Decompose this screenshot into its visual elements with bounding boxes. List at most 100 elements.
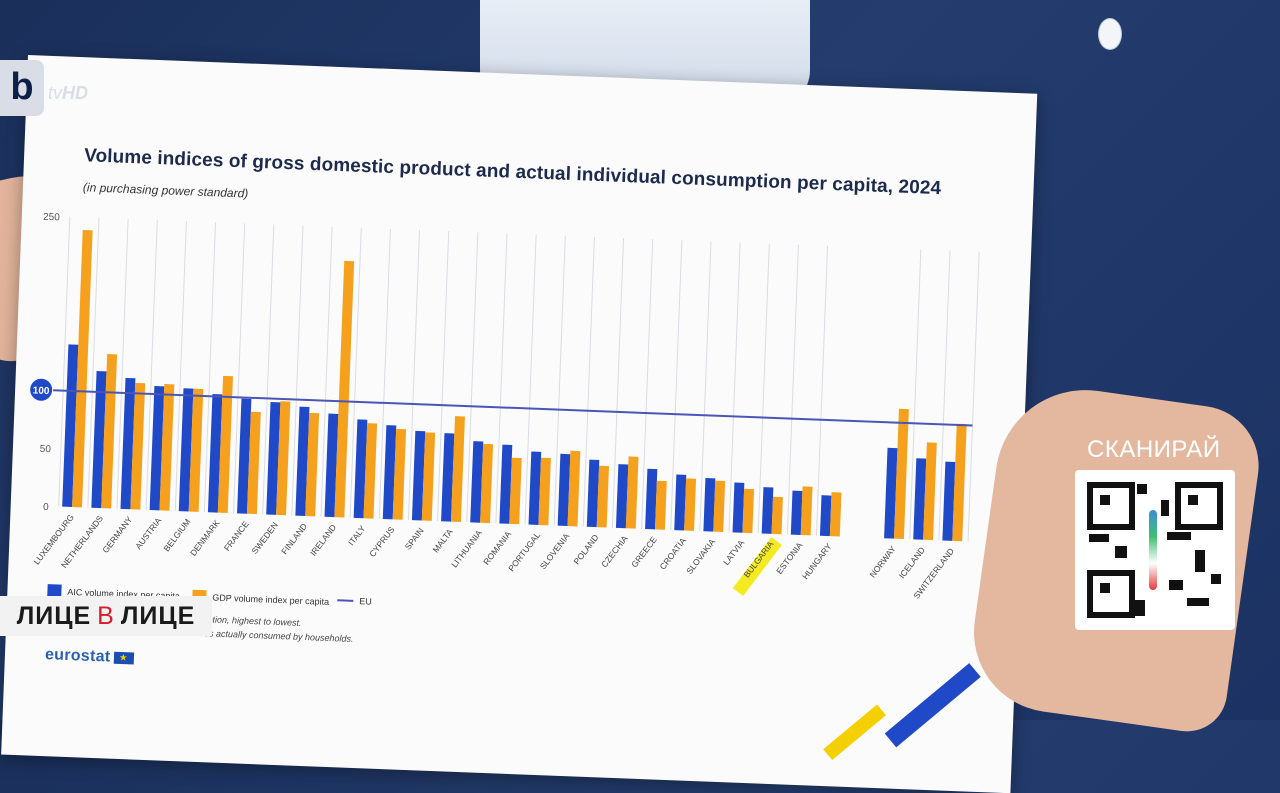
ytick-label: 50 — [40, 444, 52, 455]
ytick-label: 0 — [43, 502, 49, 513]
channel-logo-tv: tv — [48, 82, 63, 103]
ytick-label: 100 — [33, 385, 51, 397]
qr-code[interactable] — [1075, 470, 1235, 630]
bar-aic — [382, 425, 397, 520]
legend-label-eu: EU — [359, 596, 372, 607]
xtick-label: GREECE — [629, 534, 659, 569]
show-name-word-2: В — [97, 601, 115, 630]
qr-module — [1211, 574, 1221, 584]
xtick-label: LITHUANIA — [449, 528, 484, 570]
grid-line — [553, 235, 566, 526]
grid-line — [909, 249, 922, 540]
xtick-label: SLOVAKIA — [684, 537, 717, 576]
bar-gdp — [684, 478, 697, 531]
qr-module — [1169, 580, 1183, 590]
decor-stripe-blue — [884, 663, 981, 748]
bar-gdp — [305, 412, 320, 517]
grid-line — [641, 239, 654, 529]
legend-label-gdp: GDP volume index per capita — [212, 592, 330, 607]
bar-aic — [528, 451, 542, 525]
ytick-highlight-circle — [30, 378, 53, 401]
bar-gdp — [829, 492, 842, 537]
qr-module — [1135, 600, 1145, 616]
bar-gdp — [742, 488, 755, 534]
bar-aic — [942, 461, 956, 541]
bar-gdp — [392, 428, 407, 520]
grid-line — [87, 217, 100, 508]
show-name-word-1: ЛИЦЕ — [16, 601, 92, 630]
grid-line — [524, 234, 537, 525]
bar-aic — [441, 433, 455, 522]
channel-logo-hd: HD — [62, 82, 89, 103]
xtick-label: SPAIN — [403, 526, 426, 552]
bar-aic — [674, 474, 687, 531]
bar-aic — [120, 377, 136, 510]
bar-aic — [913, 458, 927, 540]
grid-line — [349, 227, 362, 518]
grid-line — [699, 241, 712, 532]
bar-gdp — [450, 416, 465, 522]
qr-module — [1167, 532, 1191, 540]
bar-gdp — [538, 457, 551, 526]
bar-aic — [732, 482, 745, 533]
bar-aic — [295, 406, 310, 516]
channel-logo: b tv HD — [0, 60, 88, 116]
bar-aic — [586, 459, 600, 528]
printed-chart-sheet: Volume indices of gross domestic product… — [1, 55, 1038, 793]
grid-line — [815, 245, 829, 536]
xtick-label: FRANCE — [222, 519, 251, 553]
qr-module — [1187, 598, 1209, 606]
qr-finder-bottom-left — [1087, 570, 1135, 618]
bar-aic — [557, 453, 571, 527]
grid-line — [466, 232, 479, 523]
grid-line — [407, 230, 421, 520]
bar-gdp — [72, 229, 93, 508]
bar-aic — [470, 441, 484, 523]
bar-gdp — [893, 408, 909, 539]
bar-gdp — [480, 443, 494, 524]
xtick-label: BELGIUM — [161, 517, 192, 554]
bar-aic — [411, 430, 426, 521]
grid-line — [174, 221, 187, 512]
grid-line — [291, 225, 304, 516]
bar-aic — [91, 370, 107, 509]
bar-gdp — [246, 411, 261, 515]
bar-gdp — [363, 423, 378, 519]
xtick-label: CZECHIA — [599, 533, 630, 569]
xtick-label: CYPRUS — [367, 524, 397, 559]
grid-line — [320, 226, 333, 517]
bar-aic — [645, 468, 658, 530]
bar-aic — [207, 394, 223, 513]
eu-reference-line — [53, 389, 973, 427]
bar-gdp — [655, 480, 667, 530]
eu-flag-icon: ★ — [113, 651, 134, 665]
bar-aic — [62, 344, 79, 508]
highlight-marker — [732, 537, 782, 597]
shirt-button — [1098, 18, 1122, 50]
grid-line — [58, 216, 71, 507]
grid-line — [938, 250, 951, 541]
bar-aic — [615, 464, 629, 529]
grid-line — [786, 244, 799, 535]
qr-module — [1089, 534, 1109, 542]
legend-line-eu — [337, 599, 354, 602]
bar-gdp — [217, 375, 233, 514]
bar-chart: 050100250LUXEMBOURGNETHERLANDSGERMANYAUS… — [30, 212, 980, 601]
bar-aic — [324, 413, 339, 518]
grid-line — [437, 231, 450, 522]
grid-line — [582, 236, 595, 527]
qr-finder-top-right — [1175, 482, 1223, 530]
xtick-label: SWEDEN — [249, 520, 280, 556]
qr-center-logo — [1149, 510, 1157, 590]
grid-line — [233, 223, 246, 514]
xtick-label: LATVIA — [721, 538, 746, 567]
bar-gdp — [159, 384, 175, 511]
xtick-label: SLOVENIA — [538, 531, 572, 571]
bar-gdp — [509, 457, 522, 525]
qr-module — [1161, 500, 1169, 516]
qr-module — [1115, 546, 1127, 558]
grid-line — [145, 220, 158, 510]
bar-aic — [499, 444, 513, 524]
bar-gdp — [625, 456, 639, 529]
decor-stripe-yellow — [823, 704, 886, 761]
